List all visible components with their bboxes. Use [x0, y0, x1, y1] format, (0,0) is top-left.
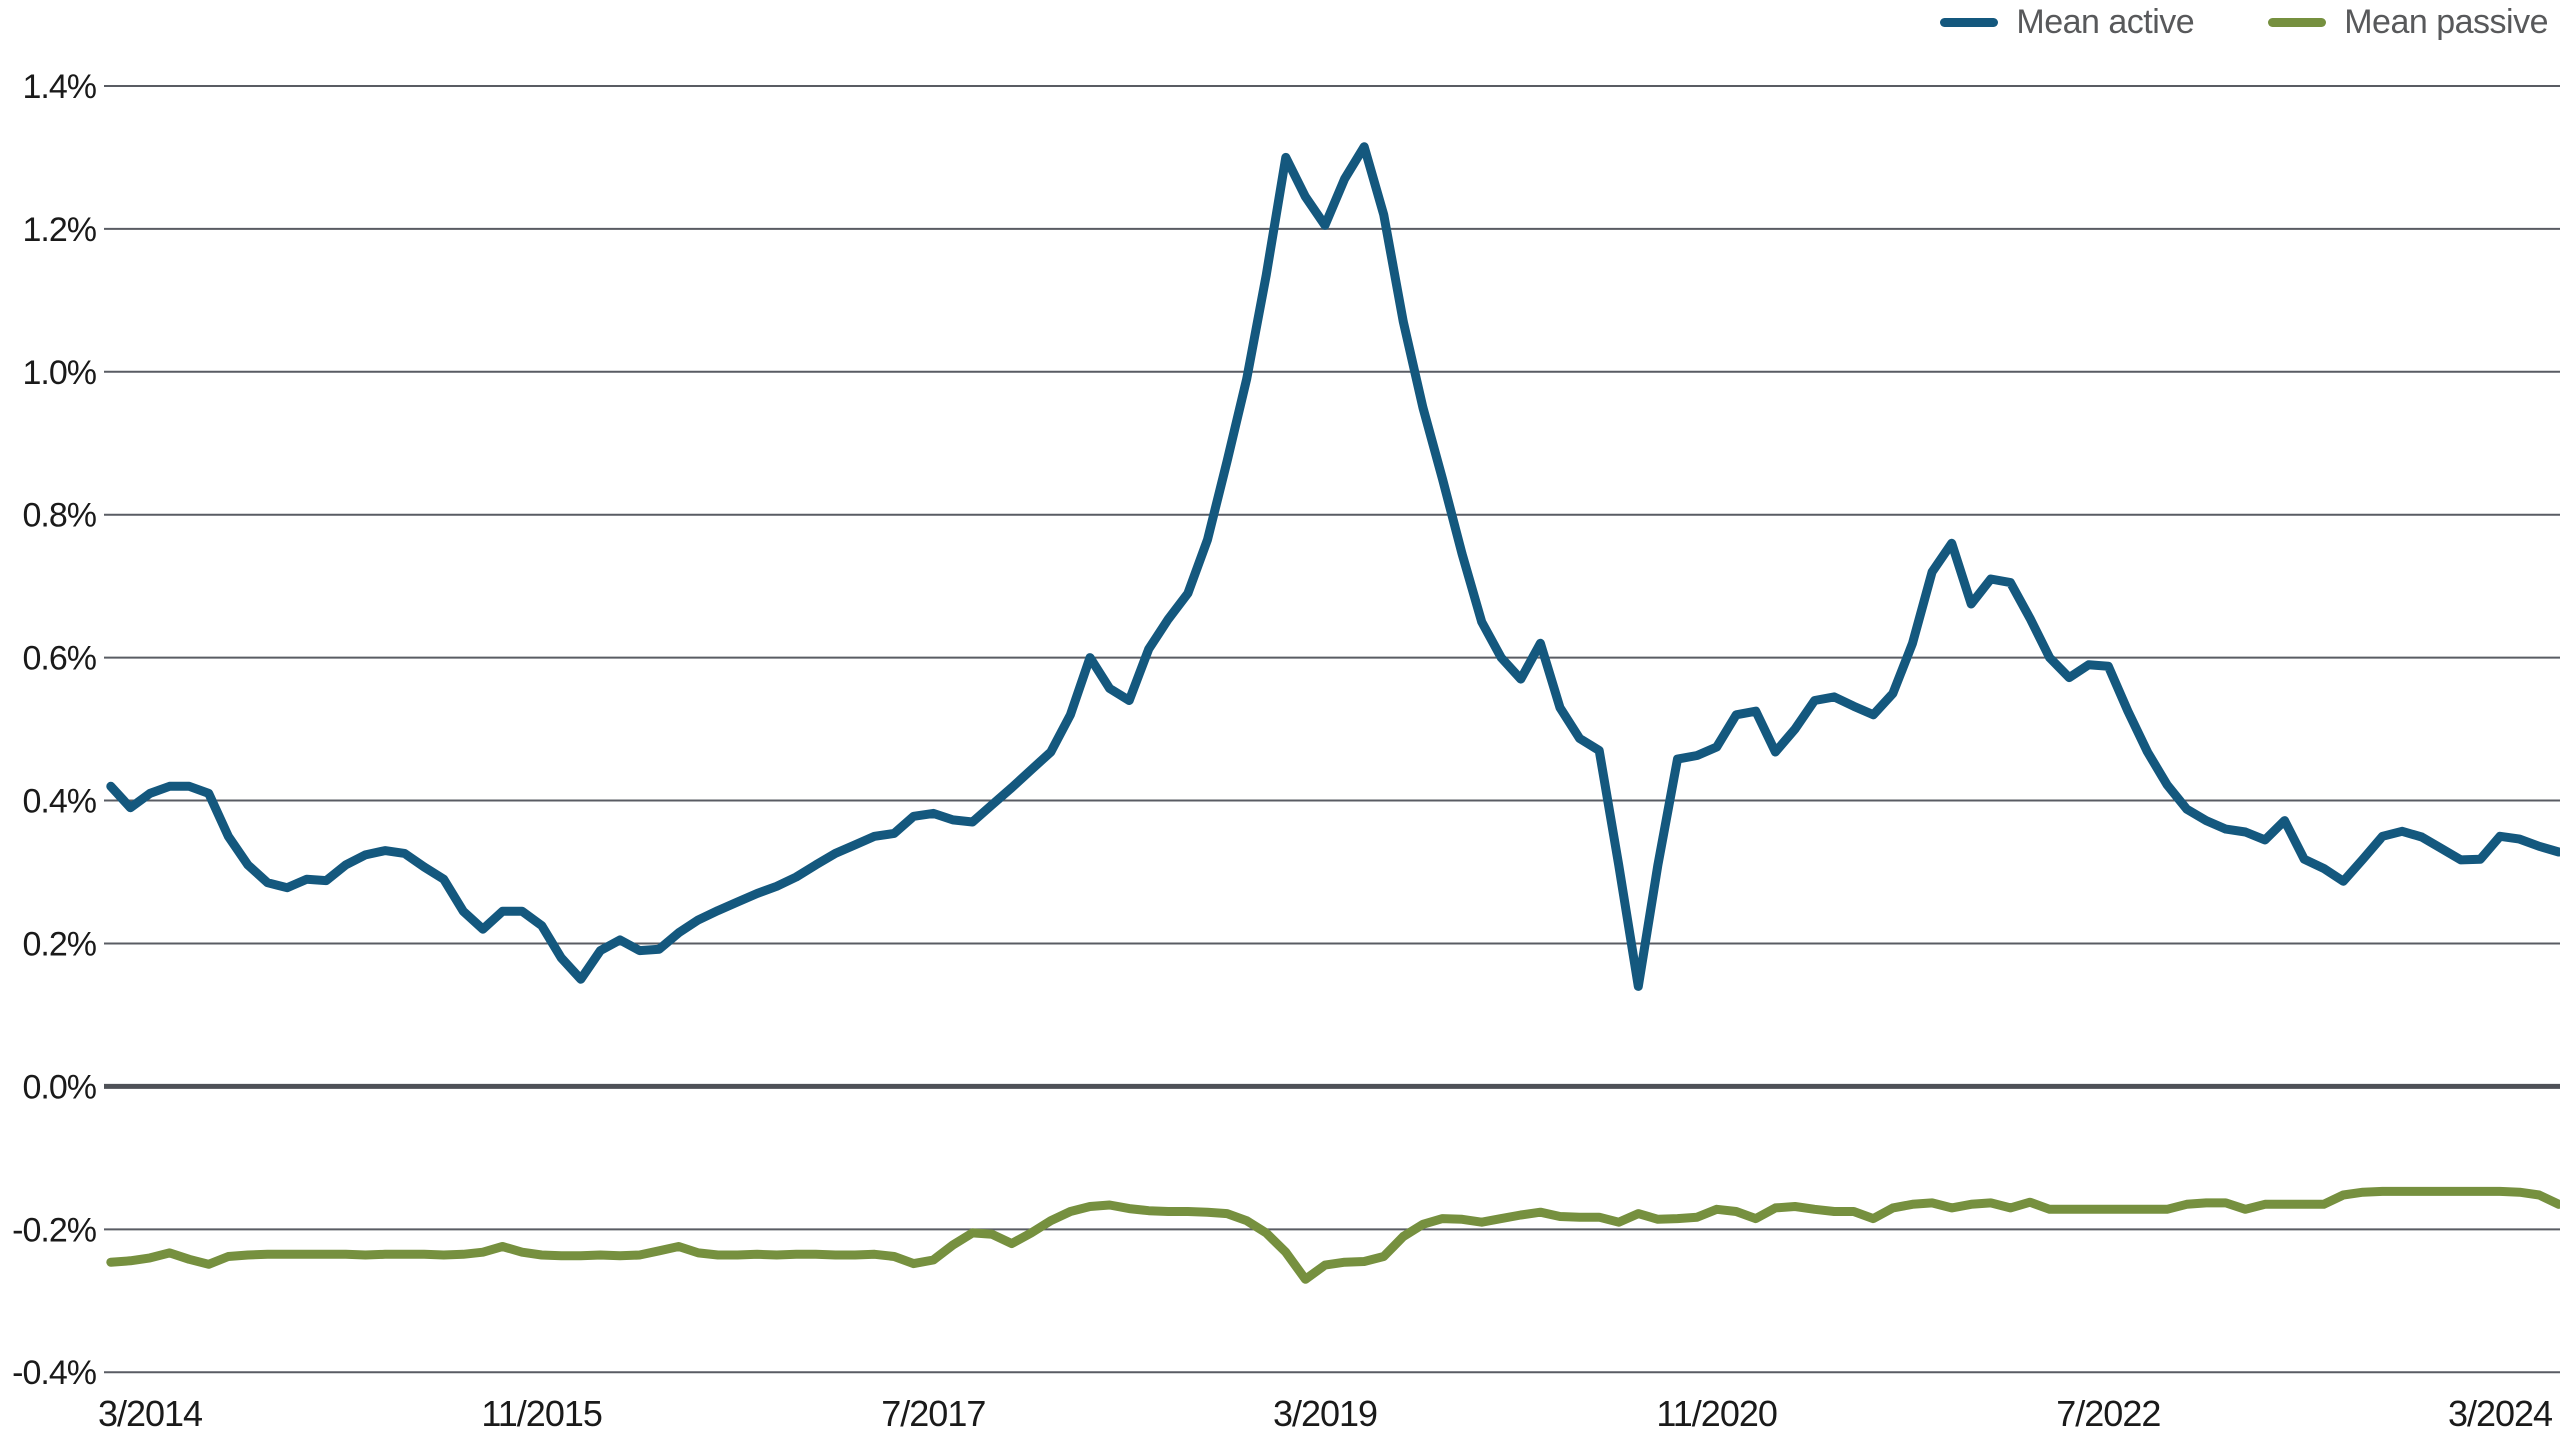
y-tick-label: 1.4%	[23, 68, 97, 106]
y-axis-labels: 1.4% 1.2% 1.0% 0.8% 0.6% 0.4% 0.2% 0.0% -0.2% -0.…	[12, 68, 98, 1392]
legend-item-mean-passive: Mean passive	[2268, 3, 2548, 42]
series-line-mean-active	[106, 142, 2560, 991]
y-gridlines	[104, 84, 2560, 1374]
y-tick-label: 0.2%	[23, 925, 97, 963]
y-tick-label: -0.2%	[12, 1211, 97, 1249]
x-tick-label: 11/2015	[481, 1393, 601, 1434]
y-tick-label: 0.0%	[23, 1068, 97, 1106]
x-tick-label: 11/2020	[1656, 1393, 1776, 1434]
y-tick-label: 1.0%	[23, 354, 97, 392]
mean-passive-line-swatch	[2268, 17, 2327, 27]
x-tick-label: 7/2017	[881, 1393, 985, 1434]
y-tick-label: 0.6%	[23, 640, 97, 678]
y-tick-label: 0.8%	[23, 497, 97, 535]
series-line-mean-passive	[106, 1186, 2560, 1284]
mean-active-line-swatch	[1940, 17, 1999, 27]
x-tick-label: 3/2019	[1273, 1393, 1377, 1434]
legend-label-mean-active: Mean active	[2016, 2, 2195, 41]
legend-label-mean-passive: Mean passive	[2344, 2, 2548, 41]
y-tick-label: -0.4%	[12, 1354, 97, 1392]
legend: Mean active Mean passive	[1940, 0, 2548, 44]
x-tick-label: 3/2024	[2448, 1393, 2552, 1434]
x-tick-label: 3/2014	[98, 1393, 202, 1434]
y-tick-label: 1.2%	[23, 211, 97, 249]
y-tick-label: 0.4%	[23, 783, 97, 821]
series-lines	[106, 142, 2560, 1284]
x-tick-label: 7/2022	[2056, 1393, 2160, 1434]
x-axis-labels: 3/2014 11/2015 7/2017 3/2019 11/2020 7/2022 3/…	[98, 1393, 2553, 1434]
legend-item-mean-active: Mean active	[1940, 2, 2195, 42]
